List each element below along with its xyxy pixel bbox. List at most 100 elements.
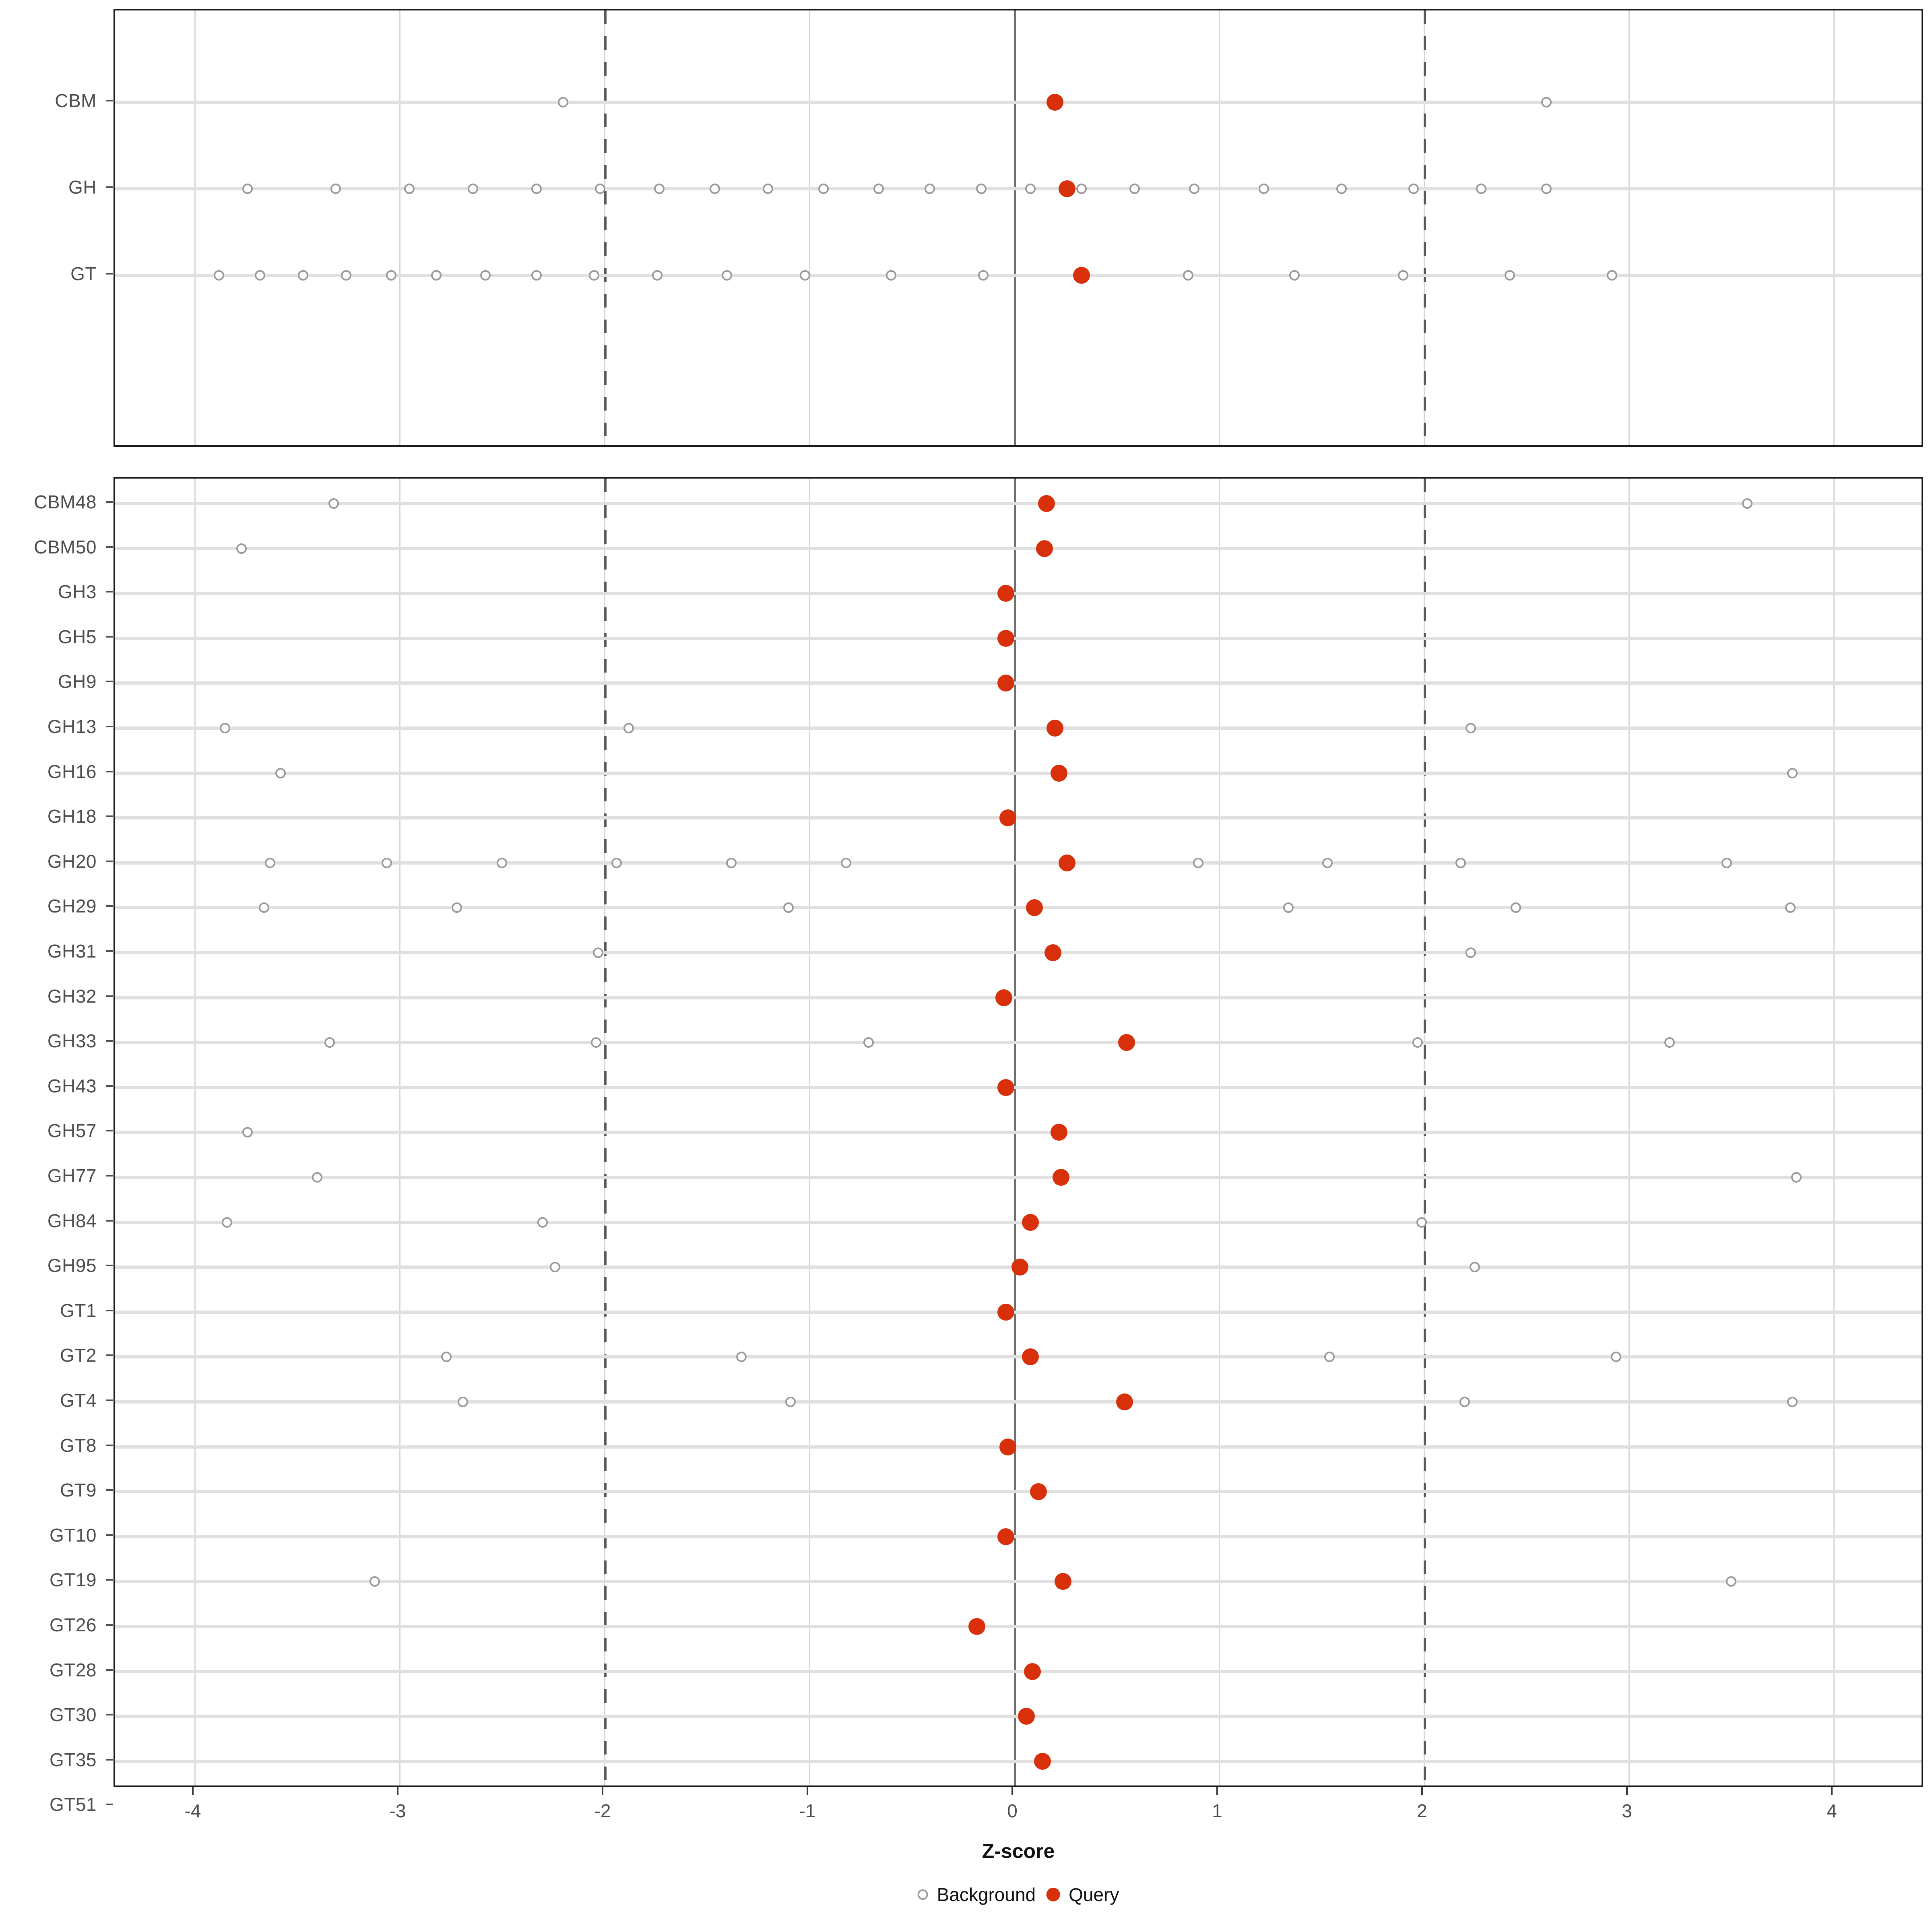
data-point-query [997, 675, 1014, 692]
data-point-background [976, 184, 987, 194]
gridline-vertical [1219, 10, 1220, 445]
y-axis-tick [106, 546, 113, 548]
x-axis-tick-label: 0 [1007, 1800, 1018, 1821]
data-point-background [1283, 902, 1294, 913]
data-point-background [818, 184, 829, 194]
x-axis-tick-label: -1 [799, 1800, 816, 1821]
data-point-query [968, 1618, 986, 1635]
data-point-background [328, 498, 339, 509]
gridline-horizontal [115, 996, 1922, 999]
data-point-background [537, 1217, 548, 1228]
x-axis-tick [1216, 1787, 1218, 1795]
gridline-horizontal [115, 1490, 1922, 1494]
data-point-query [1036, 540, 1053, 557]
data-point-background [297, 270, 308, 281]
data-point-background [925, 184, 935, 194]
x-axis-tick [397, 1787, 398, 1795]
data-point-background [1611, 1352, 1622, 1362]
data-point-background [1607, 270, 1618, 281]
data-point-background [369, 1576, 380, 1587]
y-axis-label: CBM [55, 90, 97, 111]
data-point-query [1118, 1034, 1135, 1051]
data-point-background [312, 1172, 323, 1183]
y-axis-tick [106, 636, 113, 638]
data-point-background [709, 184, 720, 194]
data-point-background [1412, 1037, 1423, 1048]
y-axis-label: GH57 [47, 1120, 97, 1141]
y-axis-tick [106, 681, 113, 683]
gridline-horizontal [115, 771, 1922, 775]
y-axis-label: GH3 [58, 581, 97, 603]
y-axis-label: GH31 [47, 941, 97, 962]
data-point-background [236, 543, 247, 554]
data-point-background [1504, 270, 1515, 281]
data-point-background [785, 1397, 796, 1407]
data-point-query [1046, 94, 1063, 111]
data-point-query [995, 989, 1012, 1006]
y-axis-tick [106, 726, 113, 727]
data-point-background [594, 184, 605, 194]
data-point-query [997, 585, 1014, 602]
data-point-background [341, 270, 351, 281]
data-point-query [1116, 1393, 1133, 1410]
x-axis-title: Z-score [982, 1840, 1055, 1862]
gridline-horizontal [115, 951, 1922, 954]
gridline-horizontal [115, 1535, 1922, 1538]
threshold-line [604, 10, 607, 445]
class-level-panel [114, 9, 1923, 447]
gridline-horizontal [115, 1759, 1922, 1763]
y-axis-label: GH13 [47, 716, 97, 737]
data-point-query [1055, 1573, 1072, 1590]
data-point-query [997, 1528, 1014, 1545]
y-axis-tick [106, 1220, 113, 1222]
data-point-background [1787, 768, 1798, 778]
data-point-background [1785, 902, 1796, 913]
gridline-horizontal [115, 636, 1922, 640]
data-point-query [1034, 1752, 1051, 1770]
data-point-background [1541, 184, 1552, 194]
data-point-background [549, 1262, 560, 1273]
gridline-vertical [1629, 10, 1630, 445]
gridline-horizontal [115, 1220, 1922, 1224]
y-axis-label: GH29 [47, 896, 97, 917]
data-point-query [1059, 180, 1076, 197]
data-point-background [873, 184, 884, 194]
data-point-background [404, 184, 415, 194]
y-axis-tick [106, 1265, 113, 1267]
data-point-background [275, 768, 286, 778]
gridline-horizontal [115, 101, 1922, 104]
data-point-background [611, 857, 622, 868]
y-axis-label: GH18 [47, 806, 97, 827]
data-point-background [623, 723, 634, 733]
data-point-background [265, 857, 276, 868]
y-axis-label: GH16 [47, 761, 97, 782]
data-point-background [324, 1037, 335, 1048]
data-point-query [1053, 1169, 1070, 1186]
y-axis-label: GT35 [49, 1749, 97, 1770]
y-axis-tick [106, 995, 113, 997]
data-point-background [220, 723, 231, 733]
y-axis-label: GT19 [49, 1569, 97, 1591]
data-point-background [468, 184, 479, 194]
data-point-background [1289, 270, 1300, 281]
y-axis-label: CBM48 [34, 491, 97, 512]
y-axis-tick [106, 1040, 113, 1042]
data-point-background [1459, 1397, 1470, 1407]
data-point-query [1038, 495, 1055, 512]
gridline-horizontal [115, 592, 1922, 595]
data-point-background [978, 270, 989, 281]
data-point-background [531, 184, 542, 194]
data-point-background [1398, 270, 1409, 281]
data-point-background [654, 184, 665, 194]
data-point-background [1721, 857, 1732, 868]
class-level-plot-area [115, 10, 1922, 445]
data-point-background [531, 270, 542, 281]
data-point-background [1455, 857, 1466, 868]
gridline-horizontal [115, 1670, 1922, 1673]
y-axis-tick [106, 591, 113, 593]
data-point-background [588, 270, 599, 281]
data-point-background [886, 270, 896, 281]
data-point-background [431, 270, 442, 281]
data-point-query [1011, 1259, 1029, 1276]
y-axis-label: GT2 [60, 1345, 97, 1366]
